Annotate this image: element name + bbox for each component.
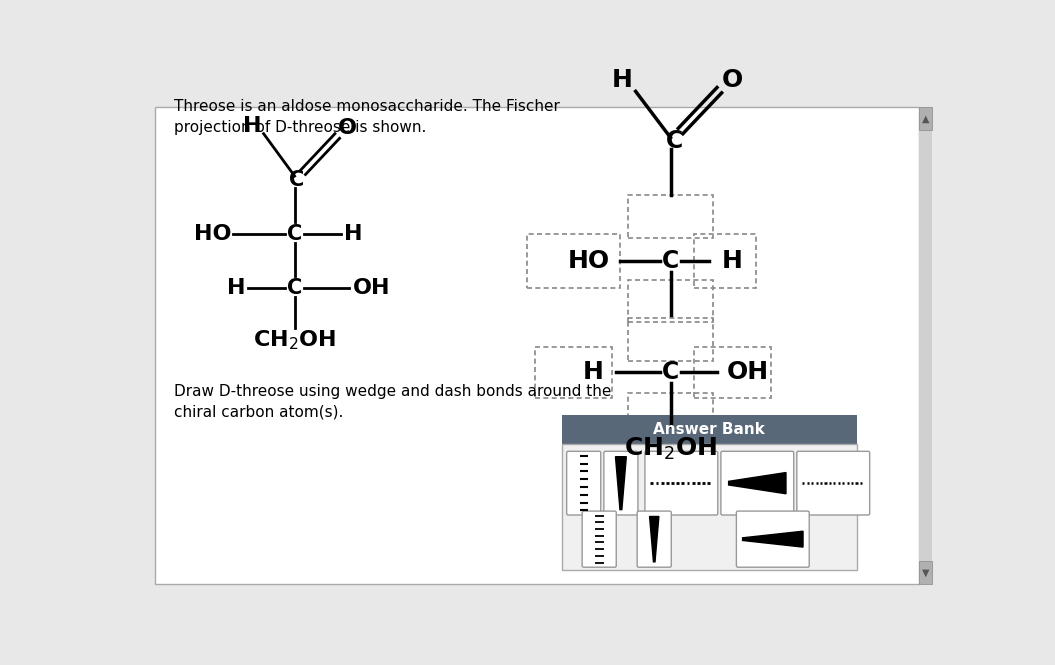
- Text: H: H: [344, 224, 362, 244]
- Text: ▲: ▲: [922, 113, 929, 123]
- Polygon shape: [615, 457, 627, 509]
- Text: HO: HO: [568, 249, 610, 273]
- FancyBboxPatch shape: [721, 452, 793, 515]
- Text: OH: OH: [727, 360, 769, 384]
- Text: C: C: [661, 249, 679, 273]
- FancyBboxPatch shape: [736, 511, 809, 567]
- Polygon shape: [743, 531, 803, 547]
- Text: HO: HO: [194, 224, 232, 244]
- Text: OH: OH: [353, 278, 390, 298]
- Text: C: C: [287, 224, 302, 244]
- Text: O: O: [338, 118, 357, 138]
- Bar: [528, 234, 620, 288]
- FancyBboxPatch shape: [637, 511, 671, 567]
- Text: C: C: [287, 278, 302, 298]
- Bar: [919, 107, 933, 130]
- Bar: [535, 347, 612, 398]
- Text: CH$_2$OH: CH$_2$OH: [253, 329, 337, 352]
- Text: H: H: [227, 278, 246, 298]
- FancyBboxPatch shape: [645, 452, 717, 515]
- Bar: [628, 196, 713, 237]
- Text: C: C: [666, 130, 683, 154]
- Bar: [628, 280, 713, 323]
- Text: H: H: [722, 249, 743, 273]
- Text: H: H: [612, 68, 633, 92]
- FancyBboxPatch shape: [567, 452, 600, 515]
- Polygon shape: [650, 517, 659, 562]
- Bar: [562, 444, 857, 571]
- Text: H: H: [243, 116, 262, 136]
- Bar: [694, 234, 755, 288]
- Text: ▼: ▼: [922, 568, 929, 578]
- Bar: [628, 319, 713, 361]
- Text: CH$_2$OH: CH$_2$OH: [624, 436, 717, 462]
- Text: C: C: [661, 360, 679, 384]
- Text: C: C: [289, 170, 304, 190]
- Text: O: O: [722, 68, 743, 92]
- Bar: [628, 393, 713, 436]
- Text: Threose is an aldose monosaccharide. The Fischer
projection of D-threose is show: Threose is an aldose monosaccharide. The…: [174, 99, 560, 135]
- Polygon shape: [729, 473, 786, 494]
- FancyBboxPatch shape: [603, 452, 638, 515]
- Text: Draw D-threose using wedge and dash bonds around the
chiral carbon atom(s).: Draw D-threose using wedge and dash bond…: [174, 384, 612, 420]
- FancyBboxPatch shape: [582, 511, 616, 567]
- Bar: [919, 107, 933, 584]
- Bar: [919, 561, 933, 584]
- FancyBboxPatch shape: [797, 452, 869, 515]
- Text: Answer Bank: Answer Bank: [653, 422, 765, 437]
- Bar: [562, 415, 857, 444]
- Bar: [694, 347, 771, 398]
- Text: H: H: [582, 360, 603, 384]
